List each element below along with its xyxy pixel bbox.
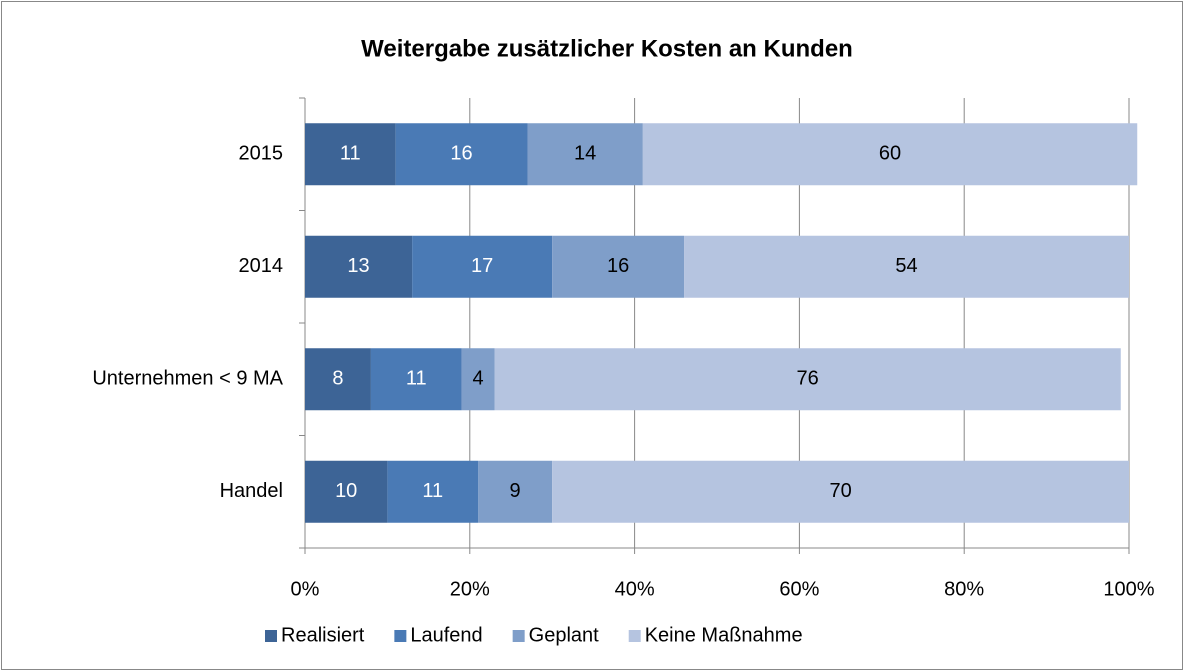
x-tick-label: 20% <box>450 578 490 600</box>
legend-label: Realisiert <box>281 624 365 646</box>
bar-segment <box>552 235 685 298</box>
x-tick-label: 80% <box>944 578 984 600</box>
data-label: 11 <box>422 480 443 502</box>
legend-swatch <box>628 630 641 642</box>
data-label: 16 <box>607 255 629 277</box>
data-label: 10 <box>335 480 357 502</box>
data-label: 60 <box>879 143 901 165</box>
bar-segment <box>387 460 479 523</box>
x-tick-label: 100% <box>1103 578 1154 600</box>
legend-label: Laufend <box>410 624 482 646</box>
bar-segment <box>370 348 462 411</box>
y-tick-label: 2015 <box>239 143 284 165</box>
x-tick-label: 40% <box>615 578 655 600</box>
data-label: 11 <box>340 143 361 165</box>
y-tick-label: 2014 <box>239 255 284 277</box>
bar-segment <box>305 123 396 186</box>
bar-segment <box>527 123 643 186</box>
x-tick-label: 0% <box>291 578 320 600</box>
bar-segment <box>552 460 1129 523</box>
data-label: 17 <box>471 255 493 277</box>
data-label: 70 <box>829 480 851 502</box>
bar-segment <box>305 235 413 298</box>
data-label: 54 <box>895 255 917 277</box>
data-label: 4 <box>472 368 483 390</box>
data-label: 76 <box>797 368 819 390</box>
bar-segment <box>461 348 495 411</box>
chart-title: Weitergabe zusätzlicher Kosten an Kunden <box>361 35 853 62</box>
legend-label: Keine Maßnahme <box>645 624 803 646</box>
data-label: 8 <box>332 368 343 390</box>
data-label: 9 <box>510 480 521 502</box>
bar-segment <box>395 123 528 186</box>
bar-segment <box>305 460 388 523</box>
legend-label: Geplant <box>529 624 599 646</box>
bar-segment <box>494 348 1121 411</box>
data-label: 16 <box>450 143 472 165</box>
legend-swatch <box>265 630 277 642</box>
bar-segment <box>642 123 1138 186</box>
legend-swatch <box>512 630 525 642</box>
x-tick-label: 60% <box>779 578 819 600</box>
y-tick-label: Handel <box>220 480 283 502</box>
legend-swatch <box>394 630 407 642</box>
y-tick-label: Unternehmen < 9 MA <box>92 368 283 390</box>
bar-segment <box>684 235 1129 298</box>
data-label: 13 <box>347 255 369 277</box>
bar-segment <box>412 235 553 298</box>
data-label: 14 <box>574 143 596 165</box>
data-label: 11 <box>406 368 427 390</box>
bar-segment <box>478 460 553 523</box>
bar-segment <box>305 348 371 411</box>
